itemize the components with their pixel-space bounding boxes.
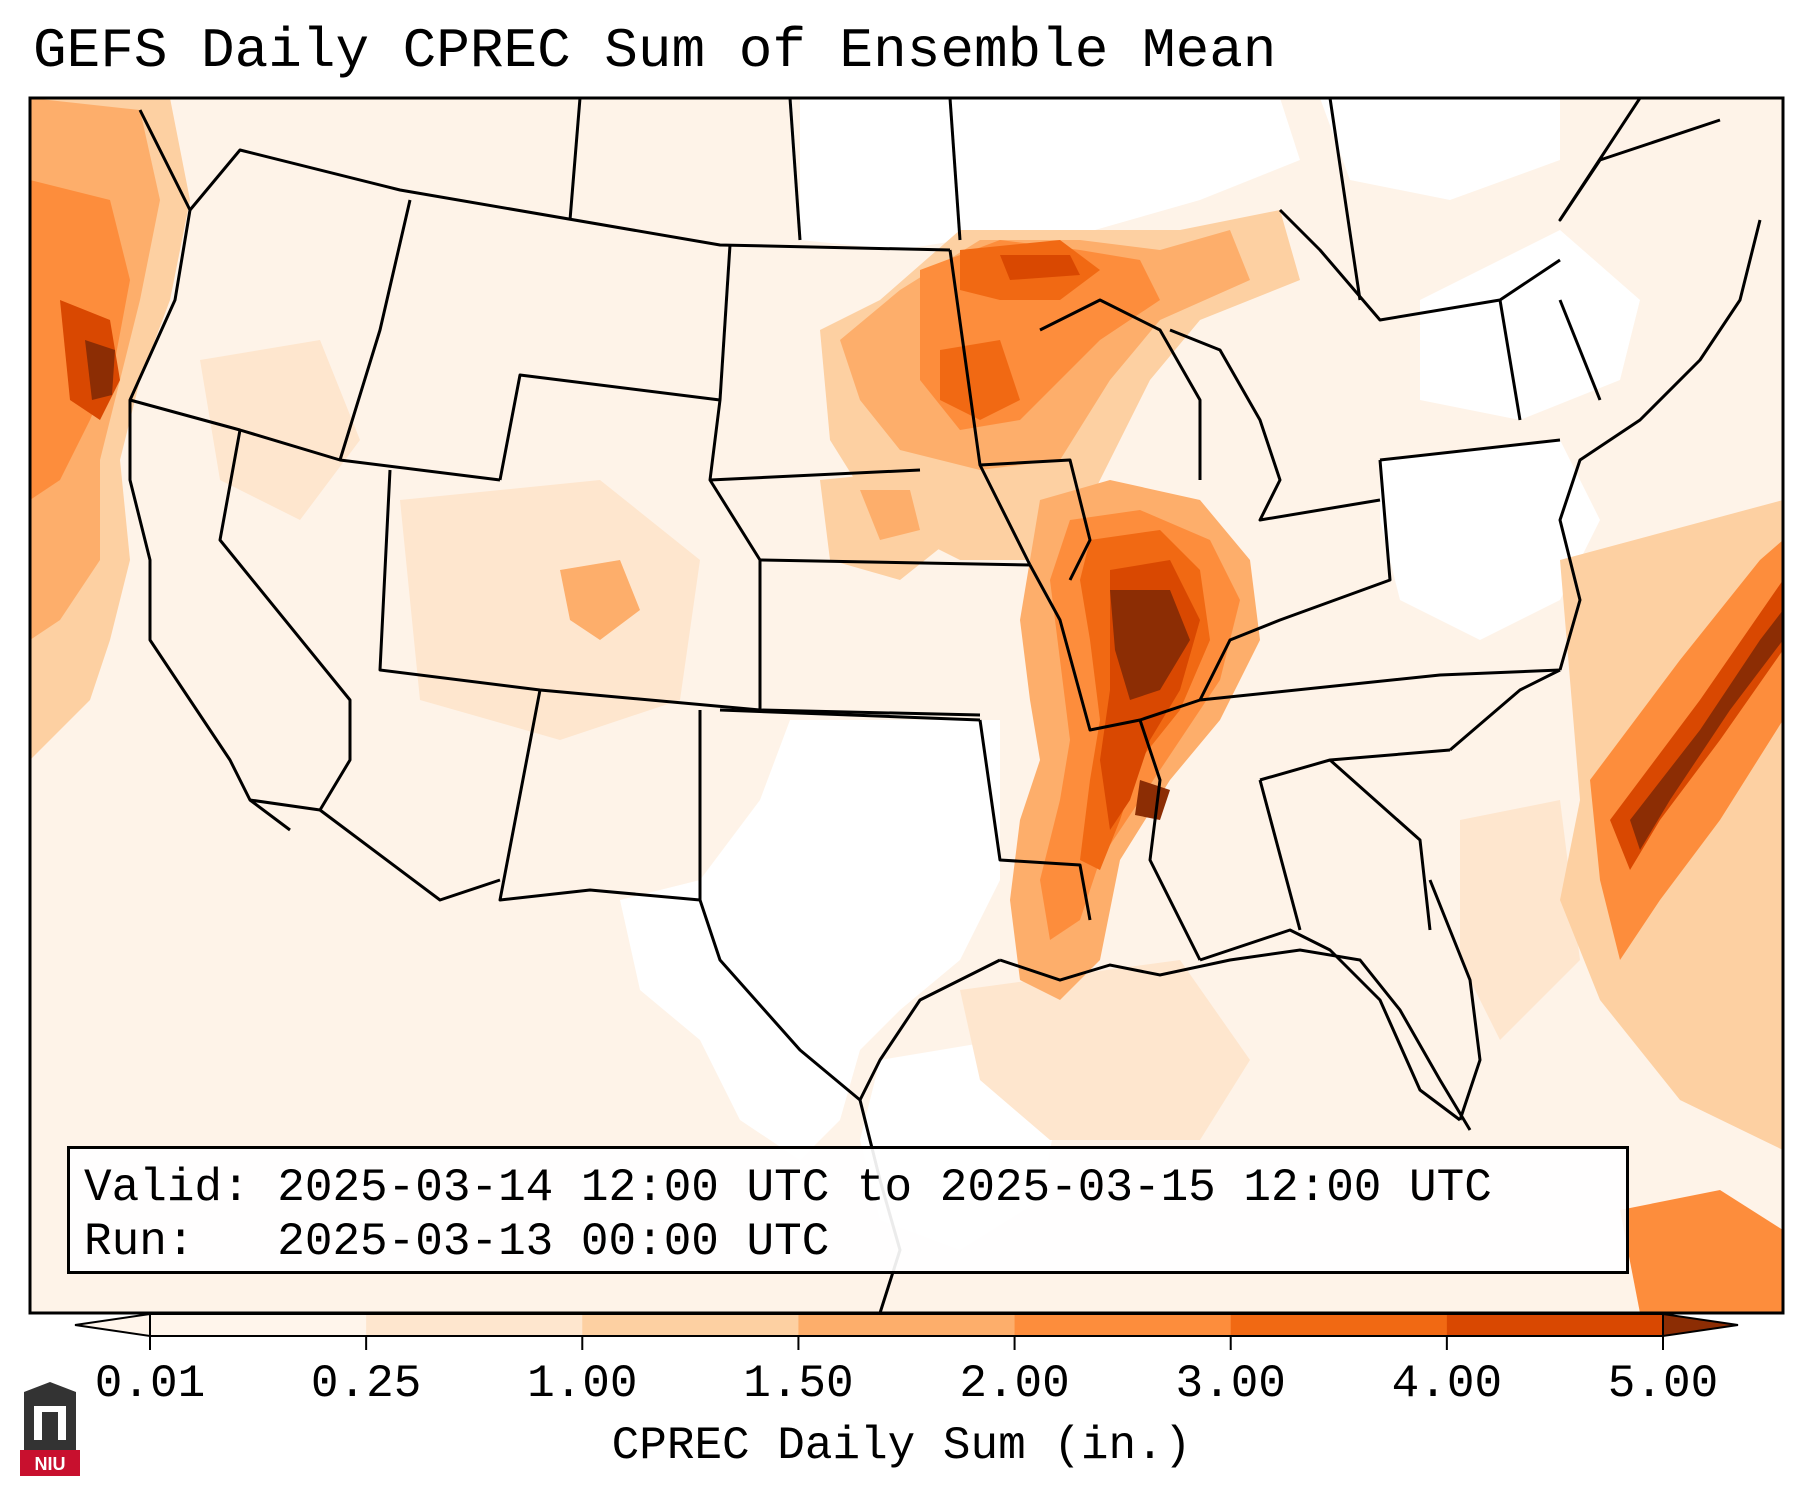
- colorbar-tick-label: 4.00: [1391, 1358, 1503, 1410]
- colorbar-segment: [582, 1314, 799, 1336]
- colorbar-segment: [1230, 1314, 1448, 1336]
- colorbar-tick-label: 1.00: [527, 1358, 638, 1410]
- colorbar-segment: [366, 1314, 583, 1336]
- precip-field: [30, 98, 1783, 1313]
- colorbar-segment: [798, 1314, 1016, 1336]
- colorbar-tick-label: 3.00: [1175, 1358, 1286, 1410]
- colorbar-tick-label: 0.25: [310, 1358, 422, 1410]
- colorbar-tick-label: 1.50: [743, 1358, 854, 1410]
- valid-line: Valid: 2025-03-14 12:00 UTC to 2025-03-1…: [84, 1162, 1492, 1214]
- colorbar-extend-high: [1662, 1312, 1739, 1338]
- map-frame: [30, 98, 1783, 1313]
- colorbar-extend-low: [74, 1312, 151, 1338]
- run-line: Run: 2025-03-13 00:00 UTC: [84, 1216, 830, 1268]
- colorbar-tick-label: 0.01: [94, 1358, 206, 1410]
- colorbar-border: [149, 1313, 1664, 1337]
- colorbar-segment: [150, 1314, 367, 1336]
- logo-text: NIU: [35, 1454, 66, 1474]
- niu-logo: NIU: [20, 1382, 80, 1476]
- valid-run-box: Valid: 2025-03-14 12:00 UTC to 2025-03-1…: [67, 1146, 1629, 1274]
- colorbar-label: CPREC Daily Sum (in.): [611, 1420, 1192, 1472]
- colorbar-tick-label: 5.00: [1607, 1358, 1719, 1410]
- colorbar-segment: [1446, 1314, 1664, 1336]
- colorbar-segment: [1014, 1314, 1232, 1336]
- map-title: GEFS Daily CPREC Sum of Ensemble Mean: [33, 19, 1277, 83]
- colorbar-tick-label: 2.00: [959, 1358, 1070, 1410]
- boundaries: [128, 98, 1762, 1122]
